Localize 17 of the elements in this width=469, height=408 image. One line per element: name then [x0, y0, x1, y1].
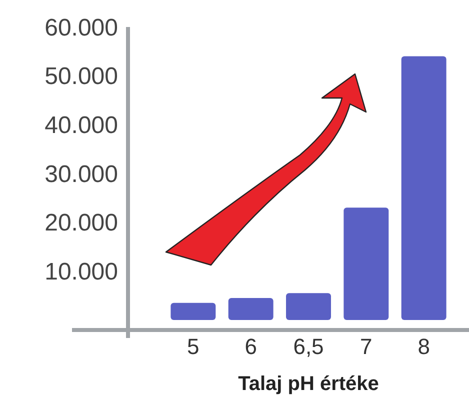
- bar: [286, 293, 331, 320]
- y-tick-label: 60.000: [44, 14, 118, 42]
- bar: [228, 298, 274, 320]
- bar: [344, 208, 389, 320]
- y-tick-label: 10.000: [44, 258, 118, 286]
- x-tick-label: 7: [360, 334, 372, 359]
- y-tick-label: 40.000: [44, 112, 118, 140]
- x-tick-label: 5: [187, 334, 200, 359]
- x-tick-label: 8: [418, 334, 430, 359]
- x-tick-label: 6: [244, 334, 257, 359]
- y-tick-label: 20.000: [44, 210, 118, 237]
- bar: [170, 302, 216, 320]
- y-tick-label: 50.000: [44, 63, 118, 90]
- bar: [401, 56, 446, 320]
- x-axis-title: Talaj pH értéke: [238, 373, 379, 395]
- x-tick-label: 6,5: [293, 334, 324, 359]
- y-tick-label: 30.000: [44, 160, 118, 188]
